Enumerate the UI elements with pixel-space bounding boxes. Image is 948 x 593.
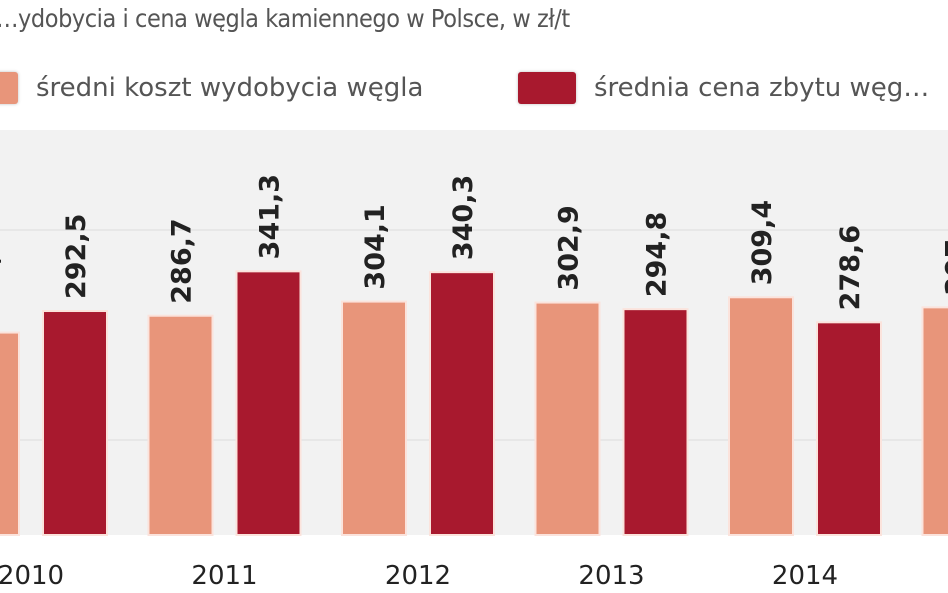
- bar-cost-2010: [0, 331, 20, 536]
- x-tick-label: 2010: [0, 561, 64, 591]
- data-label: 304,1: [360, 204, 391, 289]
- bar-price-2010: [42, 310, 108, 536]
- data-label: 278,6: [835, 225, 866, 310]
- data-label: 340,3: [448, 175, 479, 260]
- bar-cost-2013: [534, 301, 601, 536]
- data-label: 286,7: [167, 218, 198, 303]
- legend-swatch-cost: [0, 72, 18, 104]
- x-tick-label: 2012: [385, 561, 451, 591]
- legend-item-price: średnia cena zbytu węg…: [518, 72, 929, 104]
- x-tick-label: 2014: [772, 561, 838, 591]
- legend-label-cost: średni koszt wydobycia węgla: [36, 73, 424, 103]
- data-label: 294,8: [642, 212, 673, 297]
- bar-price-2012: [429, 271, 495, 536]
- data-label: 302,9: [554, 205, 585, 290]
- bar-price-2011: [235, 270, 302, 536]
- bar-cost-2012: [341, 300, 407, 536]
- bar-cost-2011: [147, 314, 214, 536]
- legend-label-price: średnia cena zbytu węg…: [594, 73, 930, 103]
- bar-cost-2014: [728, 296, 794, 537]
- x-tick-label: 2013: [578, 561, 644, 591]
- data-label: 266,: [0, 254, 4, 321]
- bar-cost-2015: [921, 306, 948, 536]
- bar-price-2014: [816, 321, 882, 537]
- bar-price-2013: [622, 308, 689, 536]
- x-tick-label: 2011: [191, 561, 257, 591]
- data-label: 341,3: [255, 174, 286, 259]
- chart-title: …ydobycia i cena węgla kamiennego w Pols…: [0, 4, 570, 33]
- data-label: 297,: [941, 229, 948, 296]
- data-label: 309,4: [747, 200, 778, 285]
- legend-item-cost: średni koszt wydobycia węgla: [0, 72, 423, 104]
- legend-swatch-price: [518, 72, 576, 104]
- data-label: 292,5: [61, 214, 92, 299]
